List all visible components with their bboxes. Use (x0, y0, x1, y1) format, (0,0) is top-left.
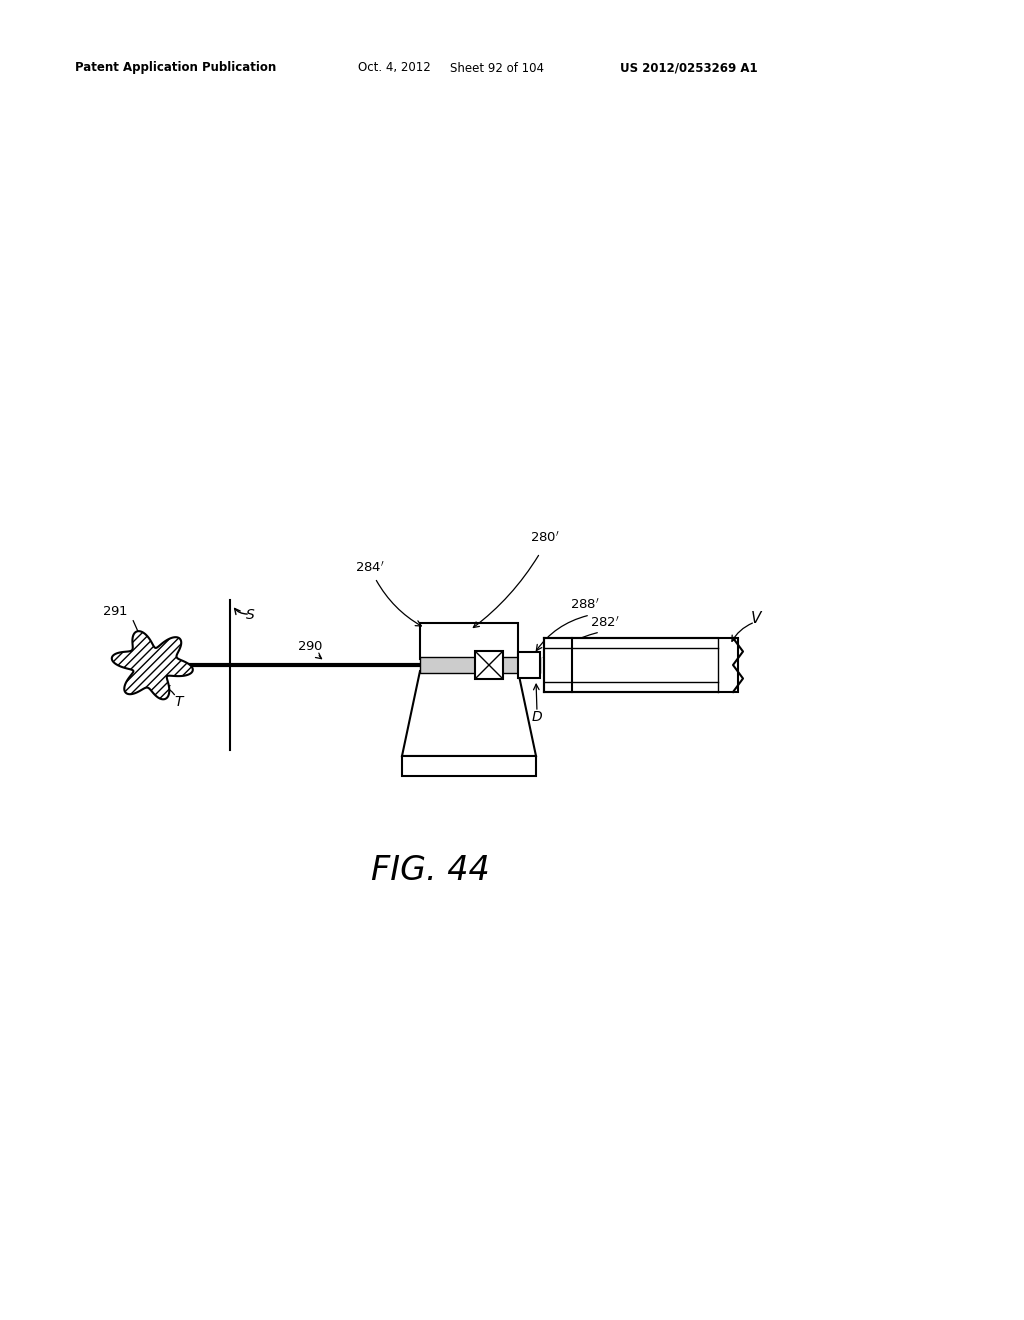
Bar (544, 638, 738, 692)
Bar (420, 623, 518, 659)
Polygon shape (112, 631, 193, 700)
Text: $S$: $S$ (245, 609, 255, 622)
Text: $T$: $T$ (174, 696, 185, 709)
Text: $284'$: $284'$ (355, 561, 385, 576)
Text: $282'$: $282'$ (590, 615, 620, 630)
Bar (475, 651, 503, 678)
Polygon shape (402, 671, 536, 756)
Text: $288'$: $288'$ (570, 598, 600, 612)
Text: Sheet 92 of 104: Sheet 92 of 104 (450, 62, 544, 74)
Bar (518, 652, 540, 678)
Text: US 2012/0253269 A1: US 2012/0253269 A1 (620, 62, 758, 74)
Bar (402, 756, 536, 776)
Text: Oct. 4, 2012: Oct. 4, 2012 (358, 62, 431, 74)
Text: $290$: $290$ (297, 640, 323, 653)
Text: Patent Application Publication: Patent Application Publication (75, 62, 276, 74)
Text: $D$: $D$ (531, 710, 543, 723)
Text: $V$: $V$ (750, 610, 763, 626)
Bar (420, 657, 540, 673)
Text: FIG. 44: FIG. 44 (371, 854, 489, 887)
Text: $280'$: $280'$ (530, 531, 560, 545)
Text: $291$: $291$ (102, 605, 128, 618)
